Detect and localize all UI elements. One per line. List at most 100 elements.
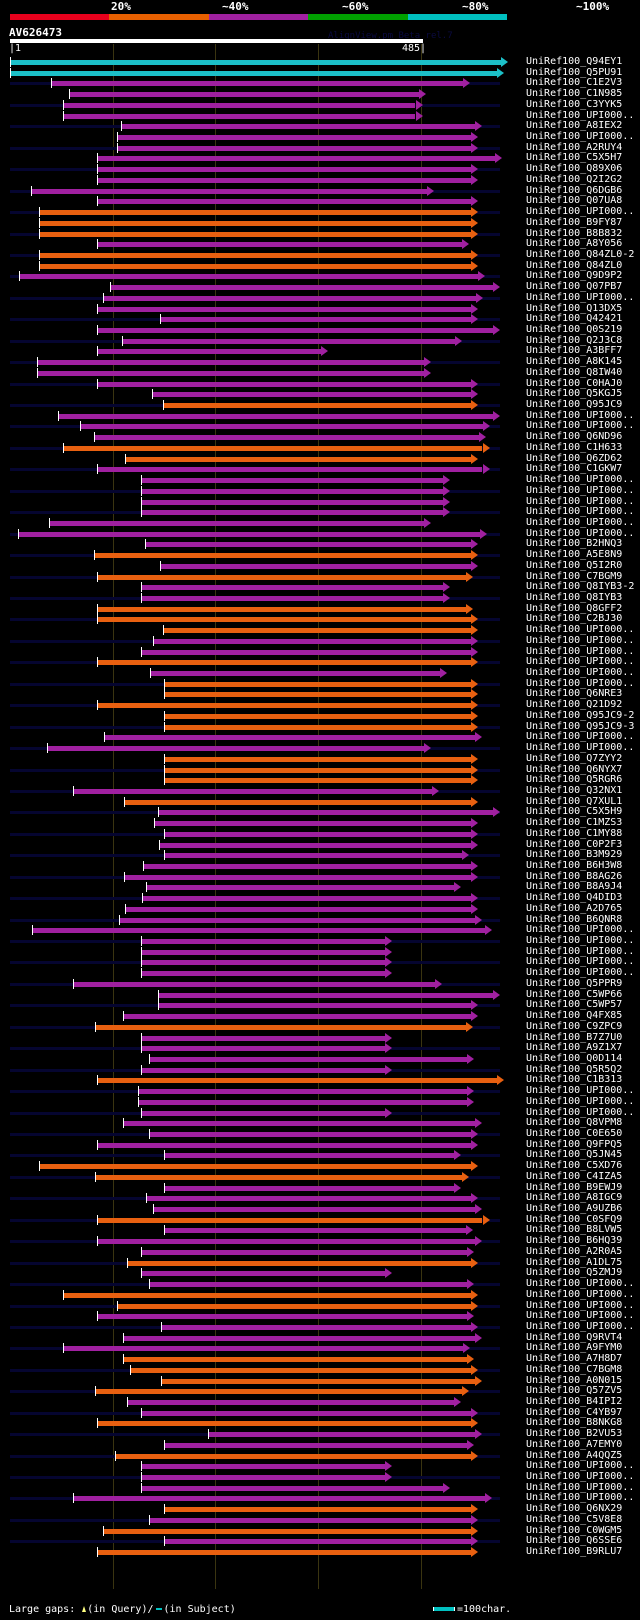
hit-row[interactable]: UniRef100_C0E650 [0,1128,640,1140]
hit-bar[interactable] [138,1089,467,1094]
hit-row[interactable]: UniRef100_B6HQ39 [0,1235,640,1247]
hit-row[interactable]: UniRef100_UPI000.. [0,517,640,529]
hit-bar[interactable] [164,832,471,837]
hit-bar[interactable] [19,274,478,279]
hit-row[interactable]: UniRef100_C1H633 [0,442,640,454]
hit-bar[interactable] [164,768,471,773]
hit-bar[interactable] [164,682,471,687]
hit-bar[interactable] [143,864,471,869]
hit-bar[interactable] [97,703,471,708]
hit-bar[interactable] [141,1036,385,1041]
hit-bar[interactable] [10,71,497,76]
hit-label[interactable]: UniRef100_UPI000.. [526,474,635,485]
hit-row[interactable]: UniRef100_B6H3W8 [0,860,640,872]
hit-bar[interactable] [164,778,471,783]
hit-label[interactable]: UniRef100_UPI000.. [526,420,635,431]
hit-row[interactable]: UniRef100_B2VU53 [0,1428,640,1440]
hit-row[interactable]: UniRef100_Q84ZL0 [0,260,640,272]
hit-row[interactable]: UniRef100_B9EWJ9 [0,1182,640,1194]
hit-bar[interactable] [141,478,443,483]
hit-bar[interactable] [164,1443,467,1448]
hit-bar[interactable] [153,1207,476,1212]
hit-label[interactable]: UniRef100_C5X5H7 [526,152,623,163]
hit-label[interactable]: UniRef100_Q84ZL0-2 [526,249,635,260]
hit-row[interactable]: UniRef100_Q21D92 [0,699,640,711]
hit-label[interactable]: UniRef100_B9EWJ9 [526,1182,623,1193]
hit-label[interactable]: UniRef100_B7Z7U0 [526,1032,623,1043]
hit-row[interactable]: UniRef100_Q7ZYY2 [0,753,640,765]
hit-bar[interactable] [94,553,471,558]
hit-row[interactable]: UniRef100_A0N015 [0,1375,640,1387]
hit-bar[interactable] [161,1379,475,1384]
hit-bar[interactable] [117,146,471,151]
hit-label[interactable]: UniRef100_C1MY88 [526,828,623,839]
hit-bar[interactable] [141,1271,385,1276]
hit-row[interactable]: UniRef100_Q95JC9-3 [0,721,640,733]
hit-row[interactable]: UniRef100_C2BJ30 [0,613,640,625]
hit-bar[interactable] [103,296,476,301]
hit-row[interactable]: UniRef100_Q4DID3 [0,892,640,904]
hit-label[interactable]: UniRef100_A8IEX2 [526,120,623,131]
hit-row[interactable]: UniRef100_Q5ZMJ9 [0,1267,640,1279]
hit-bar[interactable] [39,232,471,237]
hit-label[interactable]: UniRef100_C4IZA5 [526,1171,623,1182]
hit-label[interactable]: UniRef100_Q8VPM8 [526,1117,623,1128]
hit-label[interactable]: UniRef100_Q42421 [526,313,623,324]
hit-bar[interactable] [152,392,472,397]
hit-bar[interactable] [39,1164,471,1169]
hit-bar[interactable] [97,167,471,172]
hit-bar[interactable] [141,1068,385,1073]
hit-row[interactable]: UniRef100_B8B832 [0,228,640,240]
hit-bar[interactable] [97,467,482,472]
hit-row[interactable]: UniRef100_Q07PB7 [0,281,640,293]
hit-label[interactable]: UniRef100_B6HQ39 [526,1235,623,1246]
hit-label[interactable]: UniRef100_UPI000.. [526,656,635,667]
hit-bar[interactable] [158,993,493,998]
hit-bar[interactable] [117,1304,471,1309]
hit-bar[interactable] [141,1250,467,1255]
hit-bar[interactable] [10,60,501,65]
hit-bar[interactable] [123,1357,467,1362]
hit-bar[interactable] [97,1239,475,1244]
hit-row[interactable]: UniRef100_A9Z1X7 [0,1042,640,1054]
hit-label[interactable]: UniRef100_UPI000.. [526,1321,635,1332]
hit-label[interactable]: UniRef100_Q5RGR6 [526,774,623,785]
hit-row[interactable]: UniRef100_Q9D9P2 [0,270,640,282]
hit-bar[interactable] [161,1325,471,1330]
hit-bar[interactable] [142,896,471,901]
hit-row[interactable]: UniRef100_C7BGM9 [0,571,640,583]
hit-row[interactable]: UniRef100_Q9RVT4 [0,1332,640,1344]
hit-row[interactable]: UniRef100_Q5RGR6 [0,774,640,786]
hit-row[interactable]: UniRef100_UPI000.. [0,292,640,304]
hit-bar[interactable] [122,339,455,344]
hit-label[interactable]: UniRef100_UPI000.. [526,956,635,967]
hit-label[interactable]: UniRef100_B8AG26 [526,871,623,882]
hit-row[interactable]: UniRef100_C5WP57 [0,999,640,1011]
hit-label[interactable]: UniRef100_UPI000.. [526,742,635,753]
hit-label[interactable]: UniRef100_B8B832 [526,228,623,239]
hit-row[interactable]: UniRef100_Q95JC9-2 [0,710,640,722]
hit-label[interactable]: UniRef100_UPI000.. [526,1492,635,1503]
hit-row[interactable]: UniRef100_C9ZPC9 [0,1021,640,1033]
hit-bar[interactable] [95,1389,462,1394]
hit-label[interactable]: UniRef100_UPI000.. [526,935,635,946]
hit-bar[interactable] [97,328,493,333]
hit-bar[interactable] [73,982,436,987]
hit-label[interactable]: UniRef100_C7BGM9 [526,571,623,582]
hit-row[interactable]: UniRef100_A8Y056 [0,238,640,250]
hit-label[interactable]: UniRef100_A9Z1X7 [526,1042,623,1053]
hit-label[interactable]: UniRef100_UPI000.. [526,1107,635,1118]
hit-bar[interactable] [49,521,424,526]
hit-label[interactable]: UniRef100_Q57ZV5 [526,1385,623,1396]
hit-label[interactable]: UniRef100_Q84ZL0 [526,260,623,271]
hit-label[interactable]: UniRef100_C0P2F3 [526,839,623,850]
hit-bar[interactable] [37,360,424,365]
hit-label[interactable]: UniRef100_UPI000.. [526,292,635,303]
hit-row[interactable]: UniRef100_B8LVW5 [0,1224,640,1236]
hit-row[interactable]: UniRef100_Q6NYX7 [0,764,640,776]
hit-label[interactable]: UniRef100_Q9RVT4 [526,1332,623,1343]
hit-row[interactable]: UniRef100_Q6NX29 [0,1503,640,1515]
hit-bar[interactable] [146,885,454,890]
hit-bar[interactable] [94,435,479,440]
hit-bar[interactable] [39,264,471,269]
